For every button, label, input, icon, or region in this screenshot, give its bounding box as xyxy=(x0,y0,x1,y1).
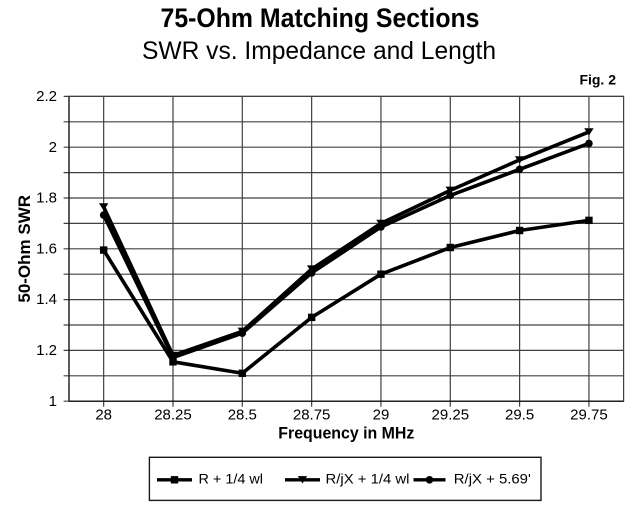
svg-text:R + 1/4 wl: R + 1/4 wl xyxy=(199,471,264,487)
svg-text:1.6: 1.6 xyxy=(36,240,57,257)
svg-text:1: 1 xyxy=(49,393,57,410)
svg-text:2: 2 xyxy=(49,139,57,156)
svg-text:28.75: 28.75 xyxy=(293,407,331,424)
svg-text:75-Ohm Matching Sections: 75-Ohm Matching Sections xyxy=(161,3,480,33)
svg-text:29: 29 xyxy=(373,407,390,424)
svg-text:1.2: 1.2 xyxy=(36,342,57,359)
svg-text:Fig. 2: Fig. 2 xyxy=(579,72,616,88)
svg-text:R/jX + 1/4 wl: R/jX + 1/4 wl xyxy=(326,471,410,487)
svg-text:1.8: 1.8 xyxy=(36,190,57,207)
svg-text:28: 28 xyxy=(95,407,112,424)
svg-text:Frequency in MHz: Frequency in MHz xyxy=(278,425,414,443)
svg-text:29.5: 29.5 xyxy=(505,407,534,424)
svg-text:28.25: 28.25 xyxy=(154,407,192,424)
svg-text:R/jX + 5.69': R/jX + 5.69' xyxy=(454,471,531,487)
svg-text:29.25: 29.25 xyxy=(432,407,470,424)
svg-text:28.5: 28.5 xyxy=(228,407,257,424)
svg-text:29.75: 29.75 xyxy=(570,407,608,424)
svg-text:1.4: 1.4 xyxy=(36,291,57,308)
svg-text:SWR vs. Impedance and Length: SWR vs. Impedance and Length xyxy=(142,38,496,65)
svg-text:50-Ohm SWR: 50-Ohm SWR xyxy=(15,195,34,303)
svg-text:2.2: 2.2 xyxy=(36,88,57,105)
